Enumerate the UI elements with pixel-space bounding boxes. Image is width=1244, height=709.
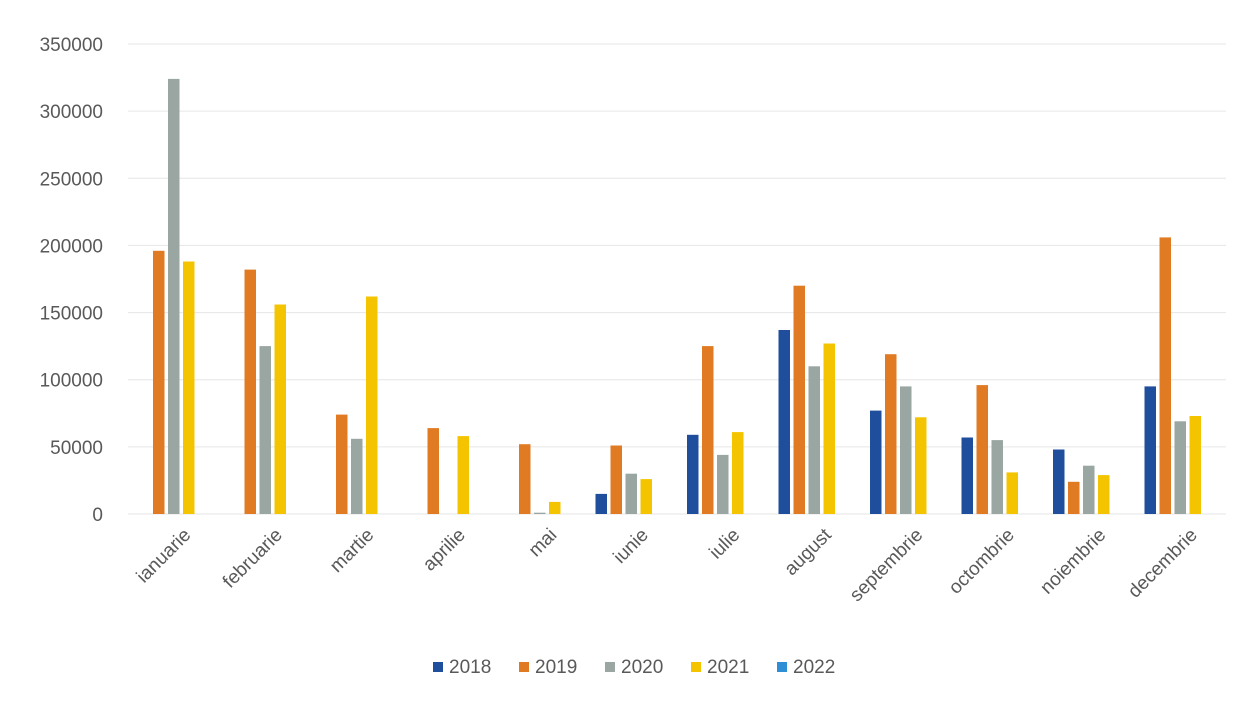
bar-2020-octombrie	[991, 440, 1003, 514]
legend-label: 2019	[535, 657, 577, 678]
x-tick-label: august	[781, 524, 837, 580]
bar-2019-iulie	[702, 346, 714, 514]
bar-2021-mai	[549, 501, 561, 514]
x-tick-label: martie	[326, 525, 378, 577]
bar-2021-noiembrie	[1098, 475, 1110, 514]
x-tick-label: decembrie	[1124, 525, 1202, 603]
bars	[153, 78, 1201, 515]
bar-2021-aprilie	[457, 436, 469, 514]
bar-2021-februarie	[274, 304, 286, 514]
bar-2021-iulie	[732, 432, 744, 514]
y-tick-label: 250000	[40, 169, 103, 190]
bar-2020-septembrie	[900, 386, 912, 514]
x-tick-label: noiembrie	[1036, 525, 1110, 599]
legend-swatch-2022	[777, 662, 787, 672]
bar-2021-iunie	[640, 479, 652, 514]
x-tick-label: februarie	[219, 525, 287, 593]
x-tick-label: octombrie	[945, 525, 1019, 599]
bar-2021-august	[823, 343, 835, 514]
bar-2019-decembrie	[1159, 237, 1171, 514]
legend-swatch-2021	[691, 662, 701, 672]
bar-2018-iulie	[687, 434, 699, 514]
gridlines	[128, 43, 1226, 515]
bar-2019-martie	[336, 414, 348, 514]
bar-2018-iunie	[595, 493, 607, 514]
bar-2020-ianuarie	[168, 78, 180, 515]
bar-2021-septembrie	[915, 417, 927, 514]
y-tick-label: 100000	[40, 371, 103, 392]
x-tick-label: aprilie	[419, 525, 470, 576]
bar-2019-ianuarie	[153, 250, 165, 515]
legend-label: 2018	[449, 657, 491, 678]
bar-2020-iunie	[625, 473, 637, 514]
x-tick-label: septembrie	[846, 525, 927, 606]
bar-2018-decembrie	[1144, 386, 1156, 514]
bar-2018-septembrie	[870, 410, 882, 514]
x-axis-ticks: ianuarie februarie martie aprilie mai iunie iu…	[133, 524, 1202, 606]
bar-2019-iunie	[610, 445, 622, 514]
bar-2020-martie	[351, 438, 363, 514]
bar-2020-mai	[534, 512, 546, 514]
bar-2020-noiembrie	[1083, 465, 1095, 514]
bar-2019-octombrie	[976, 385, 988, 514]
bar-2018-august	[778, 330, 790, 514]
bar-2019-noiembrie	[1068, 481, 1080, 514]
y-tick-label: 0	[92, 505, 103, 526]
legend: 2018 2019 2020 2021 2022	[433, 657, 835, 678]
bar-2018-noiembrie	[1053, 449, 1065, 514]
y-tick-label: 50000	[50, 438, 103, 459]
legend-swatch-2019	[519, 662, 529, 672]
bar-2020-decembrie	[1174, 421, 1186, 514]
bar-2019-februarie	[244, 269, 256, 514]
legend-label: 2022	[793, 657, 835, 678]
x-tick-label: mai	[525, 525, 562, 562]
bar-2020-februarie	[259, 346, 271, 514]
x-tick-label: iulie	[706, 525, 745, 564]
y-tick-label: 300000	[40, 102, 103, 123]
bar-2019-august	[793, 285, 805, 514]
legend-label: 2020	[621, 657, 663, 678]
legend-swatch-2018	[433, 662, 443, 672]
legend-label: 2021	[707, 657, 749, 678]
bar-2020-august	[808, 366, 820, 514]
bar-2019-septembrie	[885, 354, 897, 514]
bar-2021-decembrie	[1189, 416, 1201, 514]
x-tick-label: iunie	[610, 525, 653, 568]
bar-2019-aprilie	[427, 428, 439, 514]
bar-2021-martie	[366, 296, 378, 514]
y-tick-label: 350000	[40, 35, 103, 56]
bar-2021-octombrie	[1006, 472, 1018, 514]
bar-2019-mai	[519, 444, 531, 514]
y-axis-ticks: 0 50000 100000 150000 200000 250000 300000 3500…	[40, 35, 103, 526]
legend-swatch-2020	[605, 662, 615, 672]
bar-2020-iulie	[717, 454, 729, 514]
y-tick-label: 200000	[40, 236, 103, 257]
y-tick-label: 150000	[40, 304, 103, 325]
x-tick-label: ianuarie	[133, 525, 196, 588]
bar-2021-ianuarie	[183, 261, 195, 514]
bar-2018-octombrie	[961, 437, 973, 514]
